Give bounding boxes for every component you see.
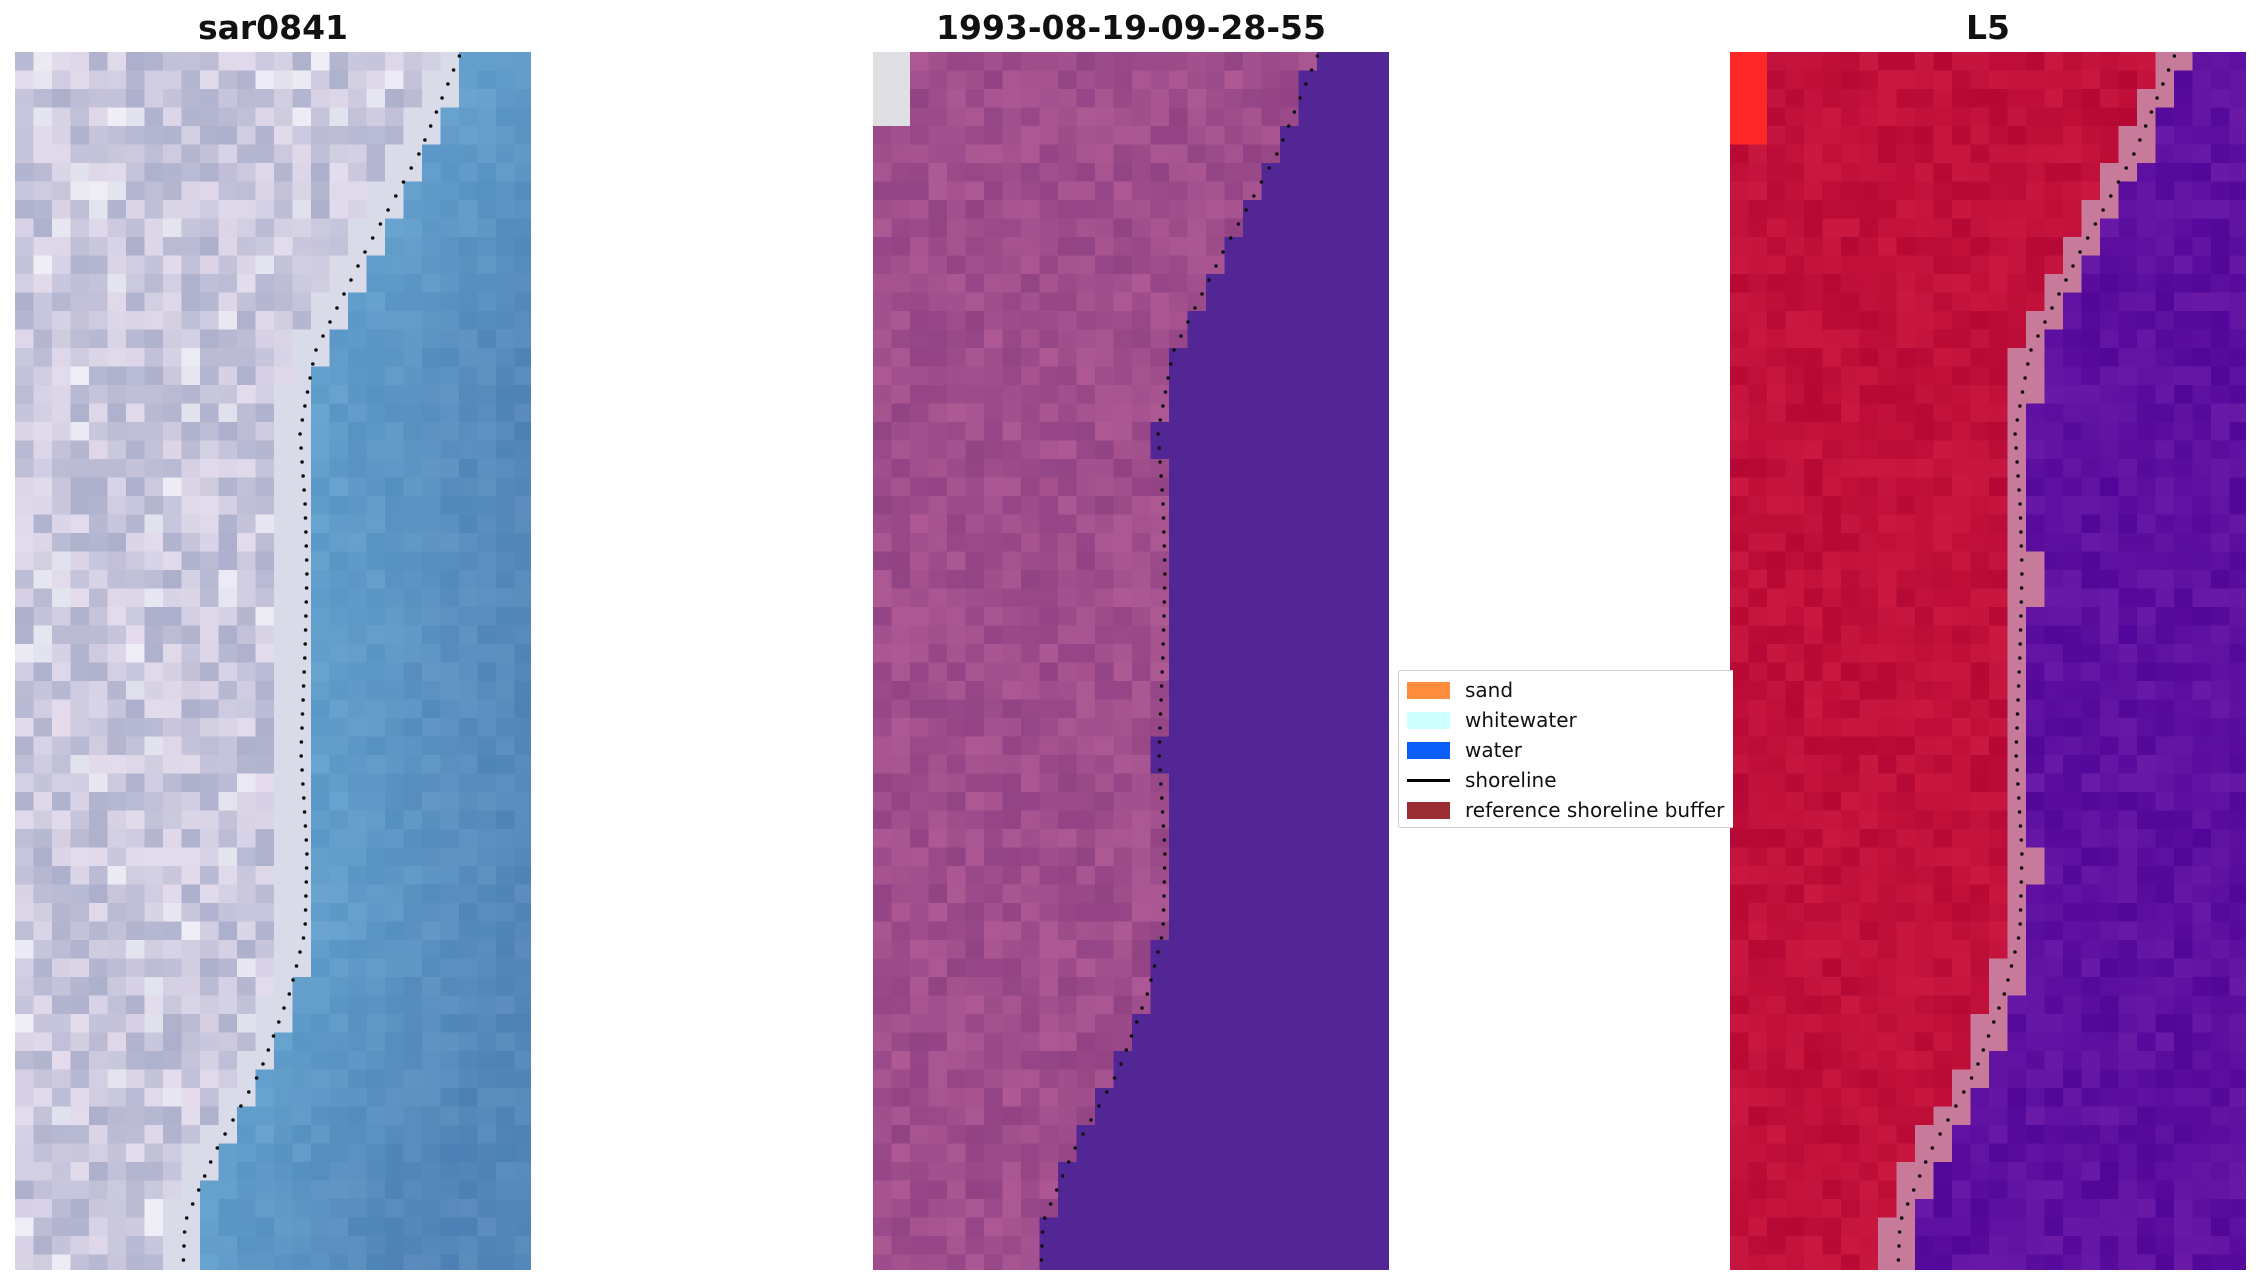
legend-item-sand: sand xyxy=(1407,677,1513,703)
legend-item-shoreline: shoreline xyxy=(1407,767,1557,793)
shoreline-trace xyxy=(1039,54,1320,1262)
water-swatch xyxy=(1407,741,1450,759)
rgb-image-panel: sar0841 xyxy=(15,0,531,1283)
panel-title-sar0841: sar0841 xyxy=(197,8,349,47)
whitewater-swatch xyxy=(1407,711,1450,729)
classified-image xyxy=(873,52,1389,1270)
mndwi-index-image xyxy=(1730,52,2246,1270)
sand-swatch xyxy=(1407,681,1450,699)
legend-item-water: water xyxy=(1407,737,1522,763)
legend-item-reference-shoreline-buffer: reference shoreline buffer xyxy=(1407,797,1724,823)
shoreline-trace xyxy=(1896,54,2177,1262)
shoreline-line-swatch xyxy=(1407,778,1450,782)
buffer-swatch xyxy=(1407,801,1450,819)
legend-item-whitewater: whitewater xyxy=(1407,707,1577,733)
mndwi-image-panel: L5 xyxy=(1730,0,2246,1283)
rgb-satellite-image xyxy=(15,52,531,1270)
panel-title-l5: L5 xyxy=(1966,8,2010,47)
classified-image-panel: 1993-08-19-09-28-55 xyxy=(873,0,1389,1283)
panel-title-date: 1993-08-19-09-28-55 xyxy=(936,8,1326,47)
legend: sand whitewater water shoreline referenc… xyxy=(1398,670,1733,828)
shoreline-trace xyxy=(181,54,462,1262)
